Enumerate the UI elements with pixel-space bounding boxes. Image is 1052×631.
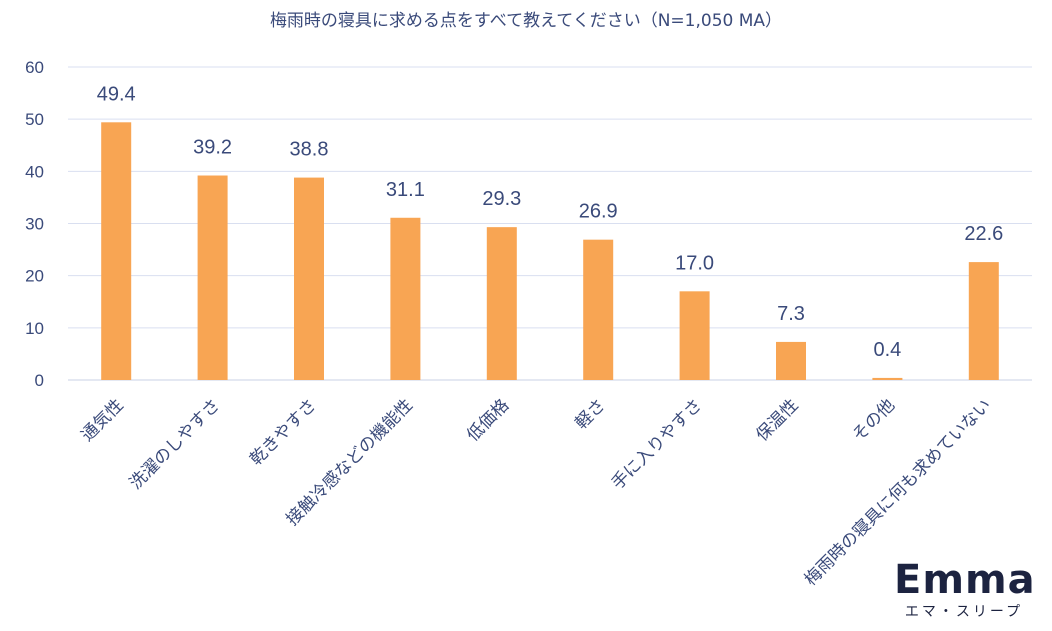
bar <box>583 239 614 380</box>
data-labels: 49.4 39.2 38.8 31.1 29.3 26.9 17.0 7.3 0.4 22.6 <box>97 83 1004 361</box>
bars <box>101 122 999 381</box>
y-axis-ticks: 0 10 20 30 40 50 60 <box>25 58 44 390</box>
data-label: 39.2 <box>193 137 232 159</box>
logo-text: Emma <box>894 557 1036 603</box>
data-label: 22.6 <box>964 223 1003 245</box>
category-label: その他 <box>849 395 899 445</box>
data-label: 26.9 <box>579 201 618 223</box>
chart-title: 梅雨時の寝具に求める点をすべて教えてください（N=1,050 MA） <box>269 11 783 31</box>
bar <box>390 217 421 380</box>
bar <box>486 227 517 380</box>
category-label: 手に入りやすさ <box>608 395 706 493</box>
bar <box>197 175 228 380</box>
category-label: 保温性 <box>752 395 802 445</box>
bar <box>968 262 999 380</box>
y-tick-label: 0 <box>35 371 44 390</box>
data-label: 31.1 <box>386 179 425 201</box>
data-label: 17.0 <box>675 252 714 274</box>
category-label: 低価格 <box>463 395 513 445</box>
category-label: 洗濯のしやすさ <box>126 395 224 493</box>
y-tick-label: 40 <box>25 162 44 181</box>
logo-subtext: エマ・スリープ <box>904 604 1024 620</box>
bar <box>294 177 324 380</box>
category-label: 通気性 <box>78 395 128 445</box>
y-tick-label: 10 <box>25 319 44 338</box>
data-label: 38.8 <box>290 139 329 161</box>
y-tick-label: 50 <box>25 110 44 129</box>
data-label: 49.4 <box>97 83 136 105</box>
data-label: 0.4 <box>873 339 901 361</box>
data-label: 29.3 <box>482 188 521 210</box>
gridlines <box>68 66 1032 381</box>
category-label: 乾きやすさ <box>246 395 320 469</box>
y-tick-label: 60 <box>25 58 44 77</box>
bar <box>101 122 132 381</box>
bar <box>776 341 806 380</box>
y-tick-label: 20 <box>25 267 44 286</box>
bar <box>872 377 903 380</box>
bar <box>679 291 710 380</box>
y-tick-label: 30 <box>25 215 44 234</box>
category-label: 軽さ <box>572 395 610 433</box>
data-label: 7.3 <box>777 303 805 325</box>
emma-logo: Emma エマ・スリープ <box>894 557 1036 621</box>
